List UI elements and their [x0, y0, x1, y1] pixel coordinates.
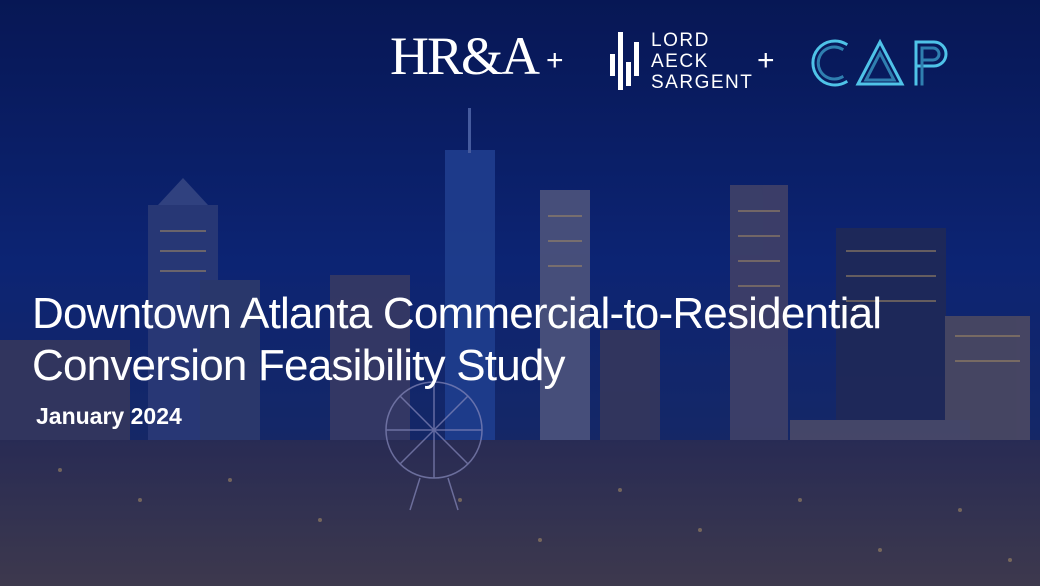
partner-logos: HR&A + LORD AECK SARGENT +: [0, 0, 1040, 120]
page-title: Downtown Atlanta Commercial-to-Residenti…: [32, 288, 992, 392]
las-line-2: AECK: [651, 51, 709, 72]
plus-separator: +: [757, 44, 775, 77]
hra-logo: HR&A: [390, 26, 540, 86]
lord-aeck-sargent-mark-icon: [608, 32, 644, 90]
title-line-2: Conversion Feasibility Study: [32, 341, 566, 390]
lord-aeck-sargent-logo: LORD AECK SARGENT: [651, 30, 753, 93]
title-line-1: Downtown Atlanta Commercial-to-Residenti…: [32, 289, 882, 338]
las-line-3: SARGENT: [651, 72, 754, 93]
ferris-wheel: [385, 381, 483, 511]
report-date: January 2024: [36, 403, 182, 429]
cap-logo: [806, 36, 954, 90]
skyline-buildings: [0, 108, 1030, 480]
plus-separator: +: [546, 44, 564, 77]
las-line-1: LORD: [651, 30, 710, 51]
